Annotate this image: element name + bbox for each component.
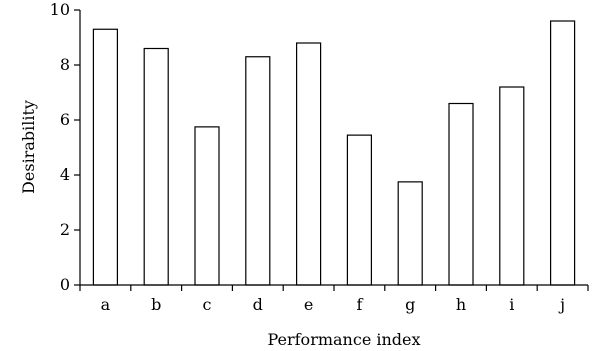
bar-g — [397, 181, 423, 286]
bar-h — [448, 102, 474, 286]
y-tick-label: 4 — [60, 165, 70, 184]
bar-b — [143, 47, 169, 286]
x-tick-label-i: i — [509, 295, 514, 314]
bar-f — [346, 134, 372, 286]
y-tick-label: 0 — [60, 275, 70, 294]
x-tick-label-a: a — [101, 295, 111, 314]
x-axis-label: Performance index — [267, 330, 420, 349]
x-tick-label-b: b — [151, 295, 161, 314]
bar-c — [194, 126, 220, 286]
y-axis: 0 2 4 6 8 10 — [50, 0, 81, 294]
bar-e — [296, 42, 322, 286]
y-tick-label: 6 — [60, 110, 70, 129]
y-tick-label: 2 — [60, 220, 70, 239]
x-axis: a b c d e f g h i j — [79, 284, 589, 314]
x-tick-label-h: h — [456, 295, 466, 314]
bar-i — [499, 86, 525, 286]
bars-group — [92, 20, 576, 286]
bar-j — [549, 20, 576, 286]
y-tick-label: 8 — [60, 55, 70, 74]
x-tick-label-d: d — [253, 295, 263, 314]
x-tick-label-c: c — [203, 295, 212, 314]
bar-a — [92, 28, 119, 286]
x-tick-label-g: g — [405, 295, 415, 314]
bar-d — [245, 56, 271, 286]
x-tick-label-e: e — [304, 295, 313, 314]
y-axis-label: Desirability — [19, 100, 38, 194]
x-tick-label-f: f — [356, 295, 363, 314]
x-tick-label-j: j — [558, 295, 565, 314]
y-tick-label: 10 — [50, 0, 70, 19]
